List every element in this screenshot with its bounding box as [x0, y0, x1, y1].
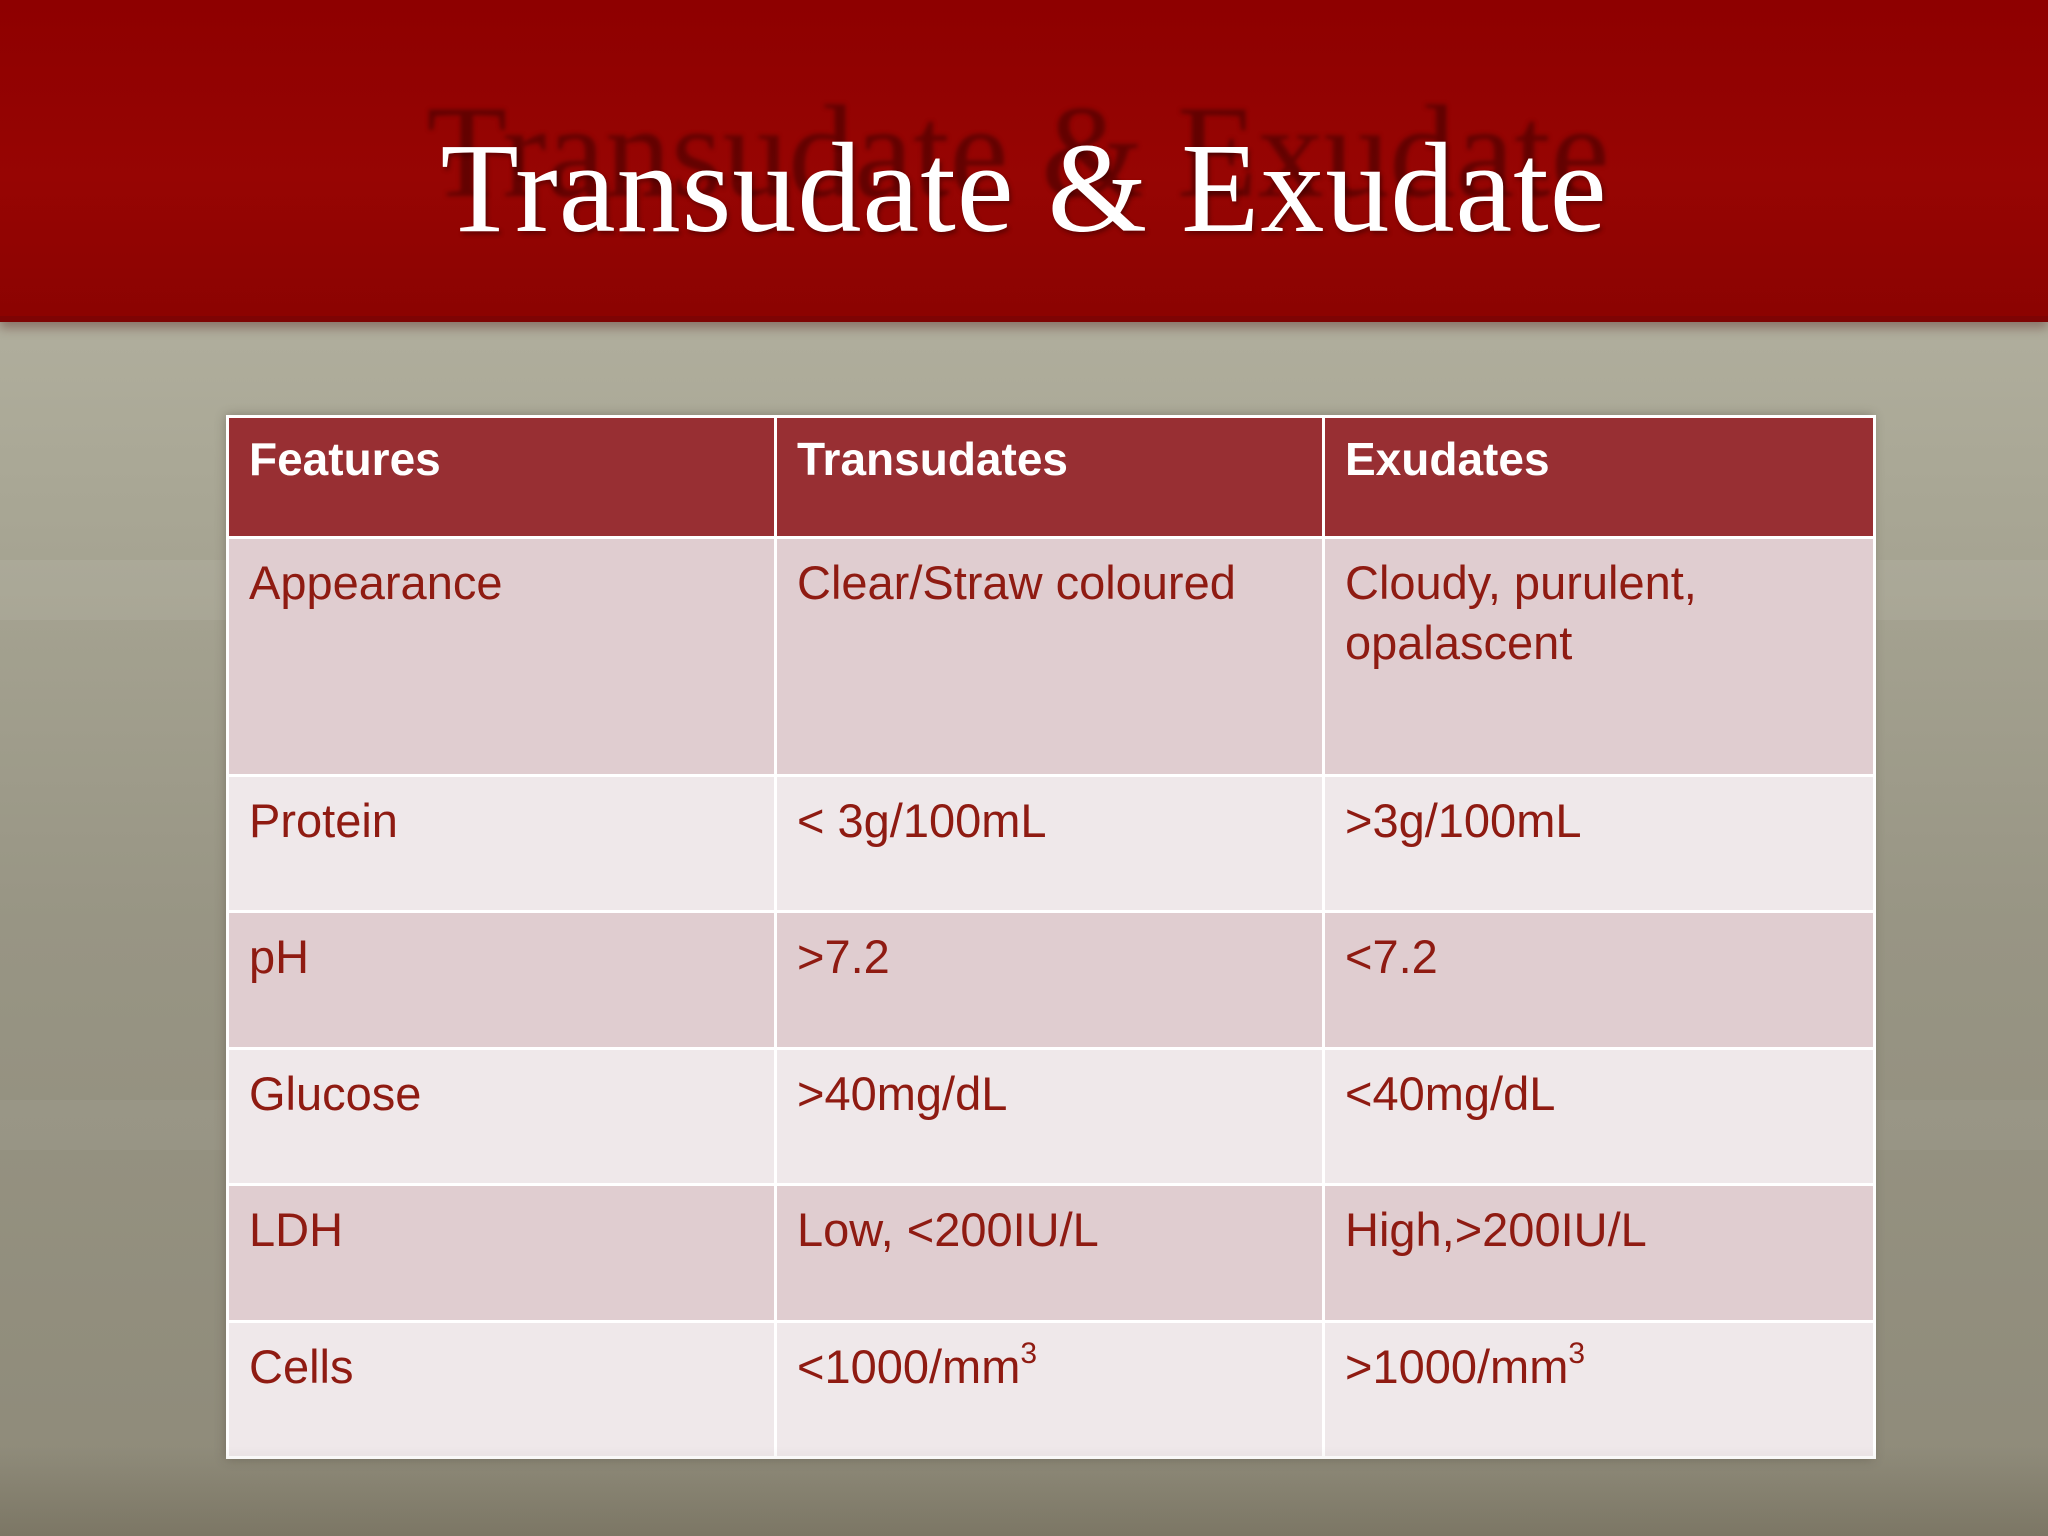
table-row: LDH Low, <200IU/L High,>200IU/L: [226, 1183, 1876, 1323]
exudate-cell: <7.2: [1322, 910, 1876, 1050]
header-exudates: Exudates: [1322, 415, 1876, 539]
transudate-cell: >40mg/dL: [774, 1046, 1325, 1187]
exudate-cell: >3g/100mL: [1322, 773, 1876, 914]
exudate-cell: High,>200IU/L: [1322, 1183, 1876, 1323]
feature-cell: Glucose: [226, 1046, 777, 1187]
transudate-cell: Clear/Straw coloured: [774, 536, 1325, 777]
comparison-table-container: Features Transudates Exudates Appearance…: [226, 415, 1876, 1460]
title-shadow: Transudate & Exudate: [426, 78, 1610, 225]
feature-cell: pH: [226, 910, 777, 1050]
transudate-cell: < 3g/100mL: [774, 773, 1325, 914]
exudate-cells-value: >1000/mm: [1345, 1339, 1569, 1393]
exudate-cell: >1000/mm3: [1322, 1319, 1876, 1460]
feature-cell: LDH: [226, 1183, 777, 1323]
transudate-cell: >7.2: [774, 910, 1325, 1050]
table-row: pH >7.2 <7.2: [226, 910, 1876, 1050]
header-features: Features: [226, 415, 777, 539]
transudate-cells-value: <1000/mm: [797, 1339, 1021, 1393]
superscript-exponent: 3: [1020, 1336, 1038, 1370]
comparison-table: Features Transudates Exudates Appearance…: [226, 415, 1876, 1460]
superscript-exponent: 3: [1568, 1336, 1586, 1370]
bottom-shade: [0, 1446, 2048, 1536]
table-row: Cells <1000/mm3 >1000/mm3: [226, 1319, 1876, 1460]
feature-cell: Cells: [226, 1319, 777, 1460]
header-transudates: Transudates: [774, 415, 1325, 539]
exudate-cell: <40mg/dL: [1322, 1046, 1876, 1187]
feature-cell: Appearance: [226, 536, 777, 777]
table-row: Appearance Clear/Straw coloured Cloudy, …: [226, 536, 1876, 777]
table-header-row: Features Transudates Exudates: [226, 415, 1876, 539]
table-row: Glucose >40mg/dL <40mg/dL: [226, 1046, 1876, 1187]
transudate-cell: Low, <200IU/L: [774, 1183, 1325, 1323]
title-banner: Transudate & Exudate Transudate & Exudat…: [0, 0, 2048, 322]
feature-cell: Protein: [226, 773, 777, 914]
exudate-cell: Cloudy, purulent, opalascent: [1322, 536, 1876, 777]
table-row: Protein < 3g/100mL >3g/100mL: [226, 773, 1876, 914]
transudate-cell: <1000/mm3: [774, 1319, 1325, 1460]
slide-title: Transudate & Exudate: [440, 117, 1608, 259]
